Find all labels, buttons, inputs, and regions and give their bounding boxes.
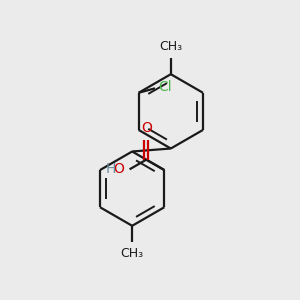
Text: O: O	[141, 121, 152, 135]
Text: H: H	[106, 162, 116, 176]
Text: O: O	[113, 162, 124, 176]
Text: Cl: Cl	[158, 80, 172, 94]
Text: CH₃: CH₃	[121, 247, 144, 260]
Text: CH₃: CH₃	[159, 40, 182, 53]
